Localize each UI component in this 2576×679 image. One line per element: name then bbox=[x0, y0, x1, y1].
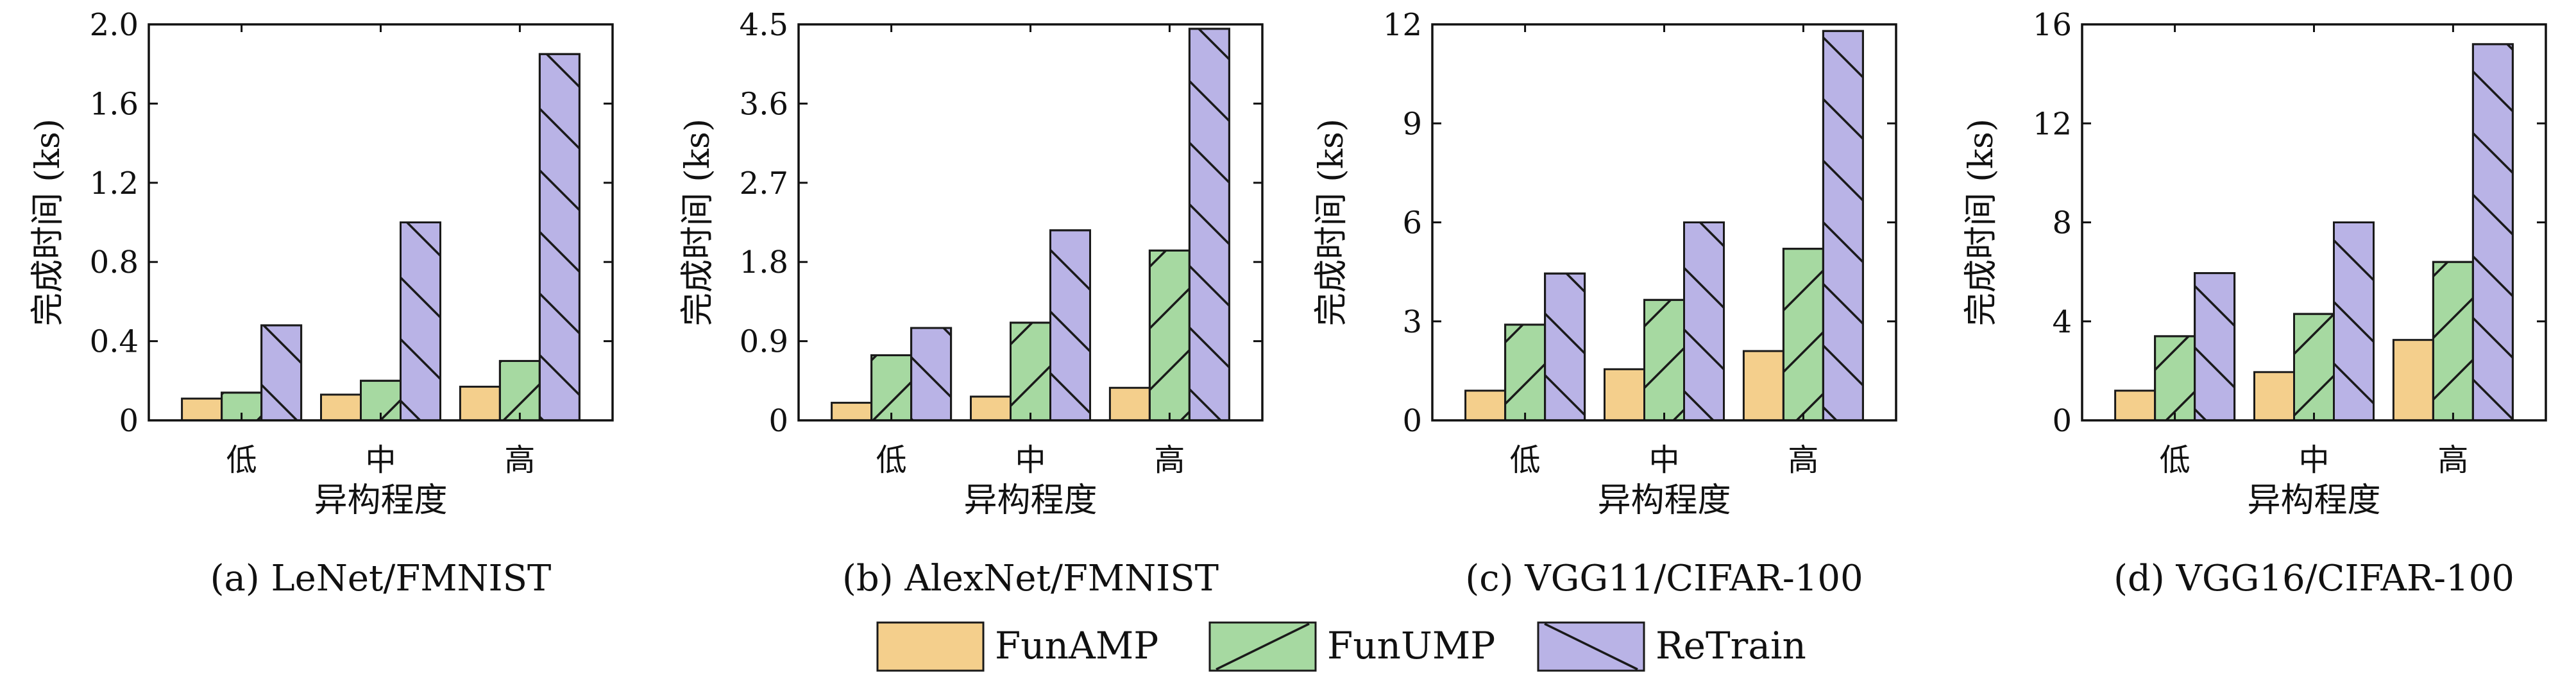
y-tick-label: 0 bbox=[1402, 403, 1422, 439]
bar-hatch-funump-2 bbox=[1148, 249, 1191, 422]
y-tick-label: 3 bbox=[1402, 304, 1422, 340]
legend: FunAMP FunUMP ReTrain bbox=[876, 621, 1806, 672]
x-tick-label: 低 bbox=[2160, 442, 2190, 478]
y-tick-label: 1.2 bbox=[90, 166, 139, 202]
panel-caption: (c) VGG11/CIFAR-100 bbox=[1465, 558, 1863, 599]
bar-funamp-2 bbox=[1742, 350, 1784, 422]
bar-funamp-0 bbox=[831, 402, 873, 422]
x-tick-label: 中 bbox=[365, 442, 396, 478]
y-tick-label: 0.8 bbox=[90, 245, 139, 280]
x-tick-label: 中 bbox=[1015, 442, 1046, 478]
bar-hatch-funump-2 bbox=[1782, 248, 1824, 422]
y-tick-label: 3.6 bbox=[740, 86, 788, 122]
x-tick-label: 低 bbox=[1510, 442, 1541, 478]
bar-hatch-funump-0 bbox=[2154, 335, 2196, 422]
x-tick-label: 高 bbox=[504, 442, 535, 478]
x-tick-label: 低 bbox=[226, 442, 257, 478]
bar-funamp-0 bbox=[2114, 390, 2157, 422]
bar-hatch-retrain-1 bbox=[1683, 221, 1725, 422]
y-axis-title: 完成时间 (ks) bbox=[1962, 119, 2001, 326]
y-tick-label: 0.4 bbox=[90, 324, 139, 360]
y-axis-title: 完成时间 (ks) bbox=[679, 119, 717, 326]
y-tick-label: 12 bbox=[2033, 106, 2072, 142]
panel-caption: (d) VGG16/CIFAR-100 bbox=[2114, 558, 2514, 599]
legend-label-funamp: FunAMP bbox=[995, 624, 1158, 667]
bar-hatch-retrain-2 bbox=[2471, 43, 2514, 422]
x-tick-label: 高 bbox=[2437, 442, 2468, 478]
x-tick-label: 低 bbox=[876, 442, 907, 478]
x-tick-label: 高 bbox=[1154, 442, 1185, 478]
bar-hatch-retrain-1 bbox=[400, 221, 441, 422]
bar-funamp-1 bbox=[970, 395, 1012, 422]
x-tick-label: 高 bbox=[1788, 442, 1818, 478]
bar-hatch-retrain-2 bbox=[538, 53, 580, 422]
y-axis-title: 完成时间 (ks) bbox=[1312, 119, 1351, 326]
bar-hatch-retrain-0 bbox=[260, 324, 303, 422]
chart-panel-2: 低 中 高 0 3 6 9 12 异构程度 完成时间 (ks) (c) VGG11/CIFAR-10… bbox=[1312, 7, 1897, 599]
bar-hatch-retrain-1 bbox=[2333, 221, 2375, 422]
y-tick-label: 2.7 bbox=[740, 166, 788, 202]
bar-funamp-1 bbox=[1604, 368, 1645, 422]
bar-hatch-funump-2 bbox=[2432, 261, 2474, 422]
bar-hatch-funump-1 bbox=[1643, 298, 1685, 422]
y-tick-label: 1.8 bbox=[740, 245, 788, 280]
plot-frame bbox=[797, 23, 1264, 422]
bar-funamp-2 bbox=[1108, 386, 1151, 422]
y-tick-label: 0.9 bbox=[740, 324, 788, 360]
y-tick-label: 4.5 bbox=[740, 7, 788, 43]
x-tick-label: 中 bbox=[2298, 442, 2329, 478]
bar-funamp-1 bbox=[2253, 371, 2295, 422]
bar-hatch-funump-1 bbox=[1010, 322, 1051, 422]
x-axis-title: 异构程度 bbox=[314, 481, 447, 520]
y-tick-label: 0 bbox=[768, 403, 788, 439]
legend-hatch-line bbox=[1216, 623, 1310, 671]
bar-hatch-retrain-1 bbox=[1049, 229, 1091, 422]
legend-hatch-line bbox=[1544, 623, 1638, 671]
y-tick-label: 4 bbox=[2052, 304, 2072, 340]
panel-caption: (b) AlexNet/FMNIST bbox=[842, 558, 1219, 599]
bar-funamp-0 bbox=[181, 397, 223, 422]
y-tick-label: 0 bbox=[119, 403, 139, 439]
bar-hatch-funump-1 bbox=[2293, 313, 2335, 422]
chart-panel-0: 低 中 高 0 0.4 0.8 1.2 1.6 2.0 异构程度 完成时间 (ks) (a) LeNe… bbox=[29, 7, 614, 599]
x-axis-title: 异构程度 bbox=[1597, 481, 1731, 520]
bar-hatch-funump-0 bbox=[870, 354, 913, 422]
plot-frame bbox=[148, 23, 614, 422]
bar-hatch-funump-0 bbox=[1504, 323, 1546, 422]
y-tick-label: 12 bbox=[1383, 7, 1422, 43]
legend-label-retrain: ReTrain bbox=[1656, 624, 1806, 667]
x-tick-label: 中 bbox=[1648, 442, 1679, 478]
x-axis-title: 异构程度 bbox=[963, 481, 1097, 520]
chart-panel-1: 低 中 高 0 0.9 1.8 2.7 3.6 4.5 异构程度 完成时间 (ks) (b) Alex… bbox=[679, 7, 1264, 599]
x-axis-title: 异构程度 bbox=[2247, 481, 2380, 520]
legend-label-funump: FunUMP bbox=[1327, 624, 1495, 667]
y-tick-label: 9 bbox=[1402, 106, 1422, 142]
chart-panel-3: 低 中 高 0 4 8 12 16 异构程度 完成时间 (ks) (d) VGG16/CIFAR-1… bbox=[1962, 7, 2547, 599]
y-tick-label: 0 bbox=[2052, 403, 2072, 439]
y-tick-label: 2.0 bbox=[90, 7, 139, 43]
bar-hatch-retrain-2 bbox=[1188, 28, 1230, 422]
y-tick-label: 1.6 bbox=[90, 86, 139, 122]
bar-hatch-retrain-0 bbox=[2194, 272, 2236, 422]
y-tick-label: 16 bbox=[2033, 7, 2072, 43]
bar-funamp-1 bbox=[320, 393, 362, 422]
bar-funamp-2 bbox=[2392, 339, 2434, 422]
bar-hatch-retrain-0 bbox=[1544, 272, 1586, 422]
bar-hatch-retrain-0 bbox=[910, 327, 953, 422]
bar-hatch-funump-2 bbox=[498, 359, 541, 422]
y-axis-title: 完成时间 (ks) bbox=[29, 119, 67, 326]
bar-funamp-2 bbox=[459, 386, 501, 422]
panel-caption: (a) LeNet/FMNIST bbox=[210, 558, 552, 599]
y-tick-label: 8 bbox=[2052, 205, 2072, 241]
legend-swatch-funamp bbox=[876, 621, 985, 672]
y-tick-label: 6 bbox=[1402, 205, 1422, 241]
bar-hatch-retrain-2 bbox=[1822, 30, 1864, 422]
bar-funamp-0 bbox=[1464, 390, 1507, 422]
